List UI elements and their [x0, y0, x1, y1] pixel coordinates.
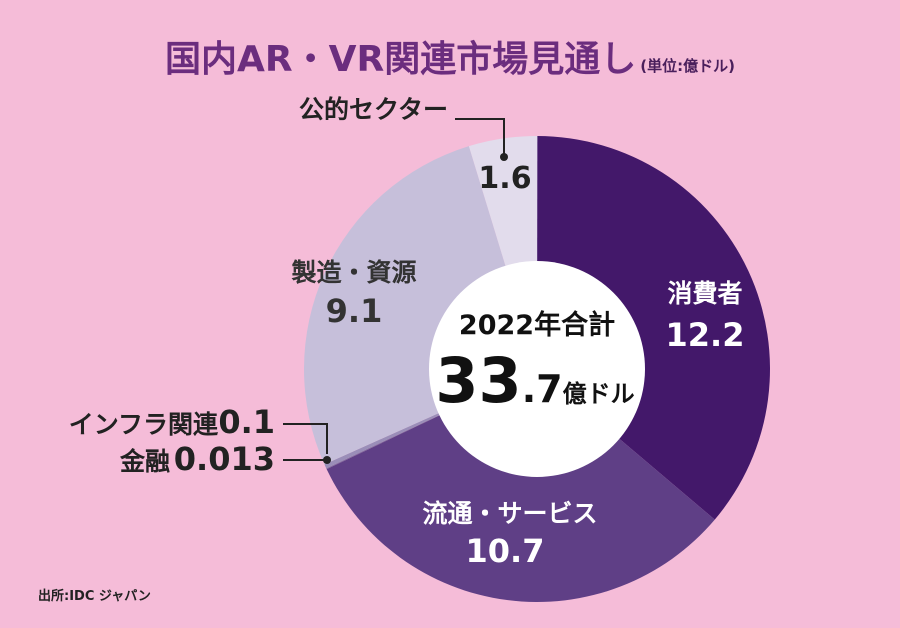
slice-name-label: インフラ関連 — [69, 410, 219, 439]
slice-value-label: 0.013 — [174, 440, 275, 478]
center-total-small: .7 — [522, 367, 563, 411]
donut-hole — [429, 261, 645, 477]
source-note: 出所:IDC ジャパン — [38, 589, 151, 604]
slice-name-label: 金融 — [119, 447, 170, 476]
page-title: 国内AR・VR関連市場見通し (単位:億ドル) — [0, 30, 900, 82]
leader-dot-finance — [323, 456, 331, 464]
center-total-big: 33 — [435, 344, 521, 417]
slice-name-label: 製造・資源 — [290, 258, 416, 287]
center-total-caption: 2022年合計 — [459, 309, 615, 341]
slice-name-label: 消費者 — [667, 279, 742, 308]
leader-line-public-sector — [455, 118, 505, 155]
slice-value-label: 10.7 — [466, 532, 545, 570]
slice-1 — [326, 369, 715, 602]
center-total-unit: 億ドル — [563, 380, 635, 408]
slice-value-label: 1.6 — [478, 161, 531, 196]
slice-value-label: 12.2 — [666, 316, 745, 354]
leader-lines-group — [283, 118, 508, 464]
slice-name-label: 公的セクター — [299, 95, 448, 124]
leader-dot-public-sector — [500, 153, 508, 161]
slice-0 — [537, 136, 770, 520]
leader-line-infrastructure — [283, 423, 328, 454]
center-total-value: 33.7億ドル — [435, 344, 634, 417]
unit-label: (単位:億ドル) — [640, 57, 735, 75]
slice-name-label: 流通・サービス — [422, 499, 597, 528]
chart-title: 国内AR・VR関連市場見通し — [165, 39, 637, 80]
slice-value-label: 9.1 — [326, 292, 383, 330]
slice-value-label: 0.1 — [218, 403, 275, 441]
